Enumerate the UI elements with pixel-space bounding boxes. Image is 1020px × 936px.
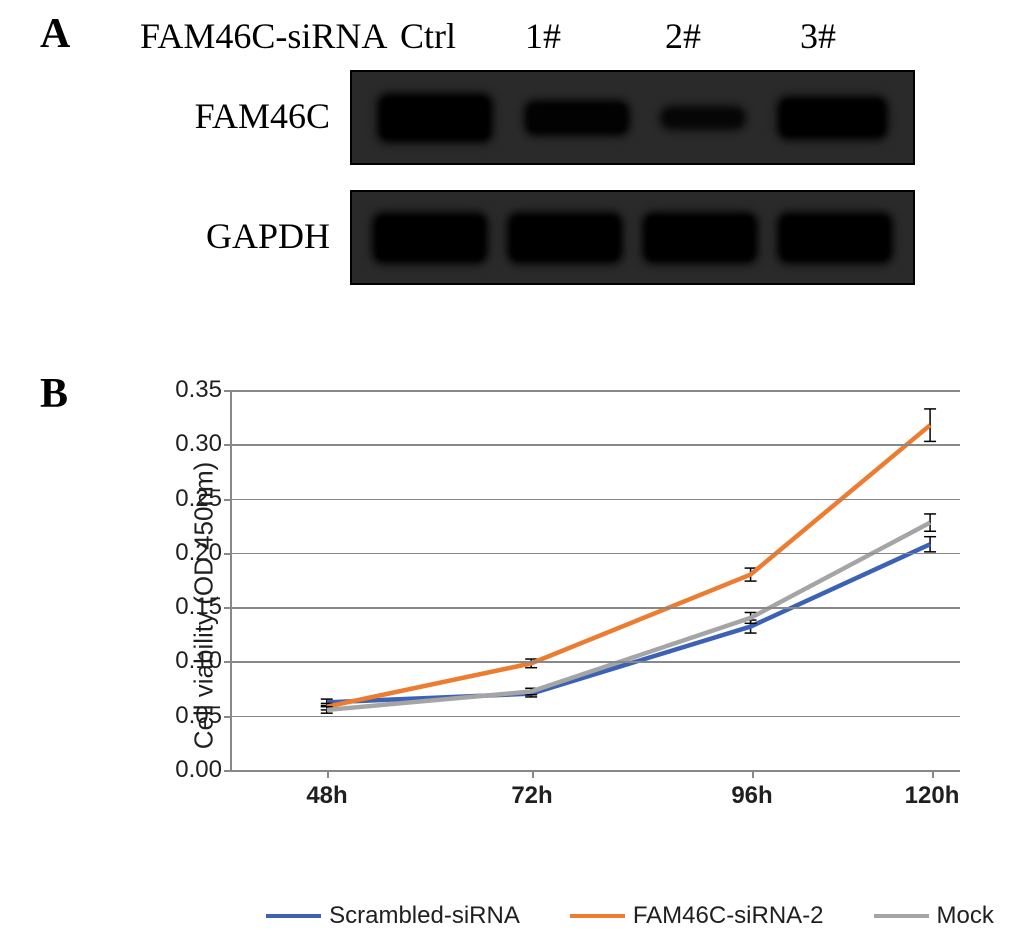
gridline (232, 661, 960, 663)
lane-label: Ctrl (400, 15, 456, 57)
y-tick-label: 0.30 (167, 432, 222, 456)
y-tick-label: 0.10 (167, 649, 222, 673)
legend-label: Mock (937, 902, 994, 930)
band (375, 215, 485, 261)
gridline (232, 770, 960, 772)
x-tick (932, 770, 934, 778)
y-tick (224, 607, 232, 609)
band (645, 215, 755, 261)
band (510, 215, 620, 261)
panel-a-label: A (40, 10, 70, 58)
x-tick-label: 48h (306, 782, 347, 810)
band (780, 215, 890, 261)
gridline (232, 553, 960, 555)
chart-legend: Scrambled-siRNA FAM46C-siRNA-2 Mock (220, 902, 1020, 930)
y-tick-label: 0.35 (167, 378, 222, 402)
legend-label: Scrambled-siRNA (329, 902, 520, 930)
series-line (327, 523, 930, 710)
band (663, 109, 743, 127)
legend-item: Scrambled-siRNA (266, 902, 520, 930)
gridline (232, 390, 960, 392)
header-label: FAM46C-siRNA (140, 15, 387, 57)
y-tick (224, 444, 232, 446)
gridline (232, 444, 960, 446)
x-tick (532, 770, 534, 778)
legend-item: FAM46C-siRNA-2 (570, 902, 824, 930)
panel-b-label: B (40, 370, 68, 418)
panel-b: B Cell viability (OD 450nm) 0.000.050.10… (40, 370, 980, 930)
y-tick-label: 0.05 (167, 704, 222, 728)
x-tick-label: 72h (511, 782, 552, 810)
x-tick-label: 96h (731, 782, 772, 810)
legend-label: FAM46C-siRNA-2 (633, 902, 824, 930)
panel-a: A FAM46C-siRNA Ctrl 1# 2# 3# FAM46C GAPDH (40, 10, 980, 360)
chart-svg (232, 390, 960, 770)
lane-label: 2# (665, 15, 701, 57)
legend-swatch (570, 914, 625, 918)
legend-item: Mock (874, 902, 994, 930)
x-tick-label: 120h (905, 782, 960, 810)
y-tick (224, 553, 232, 555)
legend-swatch (266, 914, 321, 918)
chart-area: Cell viability (OD 450nm) 0.000.050.100.… (160, 390, 980, 920)
y-tick-label: 0.20 (167, 541, 222, 565)
x-tick (327, 770, 329, 778)
band (780, 99, 885, 137)
y-tick-label: 0.25 (167, 487, 222, 511)
x-tick (752, 770, 754, 778)
blot-row-label: GAPDH (70, 215, 330, 257)
legend-swatch (874, 914, 929, 918)
y-tick (224, 661, 232, 663)
y-tick-label: 0.00 (167, 758, 222, 782)
blot-container (350, 70, 915, 310)
lane-label: 3# (800, 15, 836, 57)
y-tick (224, 716, 232, 718)
blot-row (350, 190, 915, 285)
gridline (232, 716, 960, 718)
plot-box: 0.000.050.100.150.200.250.300.3548h72h96… (230, 390, 960, 770)
band (527, 103, 627, 133)
gridline (232, 499, 960, 501)
gridline (232, 607, 960, 609)
band (380, 96, 490, 140)
y-tick (224, 770, 232, 772)
y-tick (224, 390, 232, 392)
y-tick-label: 0.15 (167, 595, 222, 619)
blot-row-label: FAM46C (70, 95, 330, 137)
y-tick (224, 499, 232, 501)
lane-label: 1# (525, 15, 561, 57)
blot-row (350, 70, 915, 165)
